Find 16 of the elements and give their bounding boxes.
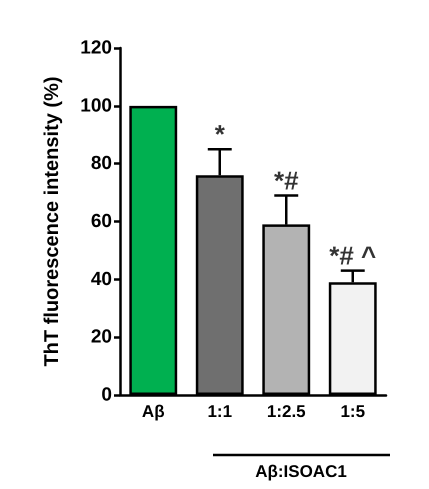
y-tick-label: 100 [80, 95, 112, 116]
y-tick-label: 120 [80, 38, 112, 58]
y-axis-title: ThT fluorescence intensity (%) [41, 76, 63, 367]
y-tick-label: 20 [90, 326, 112, 348]
text: Aβ:ISOAC1 [255, 462, 347, 481]
annotation: *# ^ [329, 240, 376, 271]
annotation: * [214, 119, 226, 150]
x-tick-label: 1:5 [340, 402, 366, 421]
y-tick-label: 40 [90, 268, 112, 290]
x-tick-label: 1:2.5 [266, 402, 306, 421]
y-tick-label: 0 [101, 384, 112, 406]
y-tick-label: 60 [90, 211, 112, 232]
x-tick-label: 1:1 [207, 402, 232, 421]
annotation: *# [274, 165, 300, 196]
x-tick-label: Aβ [142, 402, 165, 421]
y-tick-label: 80 [90, 153, 112, 174]
